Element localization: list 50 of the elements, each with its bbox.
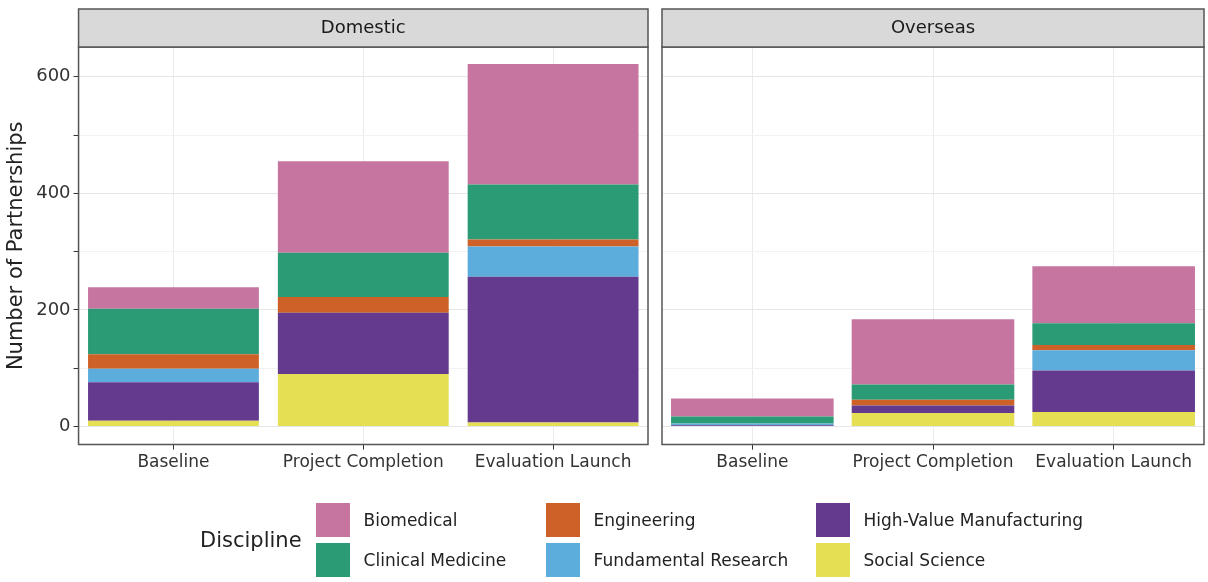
bar xyxy=(671,416,834,424)
bar xyxy=(88,420,259,427)
bar xyxy=(1032,323,1195,345)
bar xyxy=(851,319,1015,385)
bar xyxy=(88,354,259,369)
bar xyxy=(88,287,259,309)
x-tick-label: Project Completion xyxy=(282,451,444,472)
legend-label: Biomedical xyxy=(363,510,458,530)
legend-label: Social Science xyxy=(863,550,986,570)
legend-title: Discipline xyxy=(200,528,302,552)
legend-label: Clinical Medicine xyxy=(363,550,507,570)
x-tick-label: Baseline xyxy=(137,451,210,472)
bar xyxy=(467,63,639,185)
bar xyxy=(467,276,639,423)
bar xyxy=(1032,344,1195,351)
bar xyxy=(277,252,449,298)
bar xyxy=(88,308,259,355)
x-tick-label: Evaluation Launch xyxy=(1035,451,1192,472)
bar xyxy=(277,161,449,253)
bar xyxy=(671,398,834,417)
legend-label: High-Value Manufacturing xyxy=(863,510,1083,530)
chart-title: Overseas xyxy=(890,15,976,37)
y-tick-label: 200 xyxy=(36,297,71,319)
bar xyxy=(467,184,639,240)
y-tick-label: 0 xyxy=(59,414,71,436)
y-tick-label: 400 xyxy=(36,181,71,202)
bar xyxy=(1032,411,1195,427)
bar xyxy=(1032,350,1195,371)
bar xyxy=(277,374,449,427)
bar xyxy=(1032,370,1195,412)
x-tick-label: Evaluation Launch xyxy=(474,451,632,472)
bar xyxy=(1032,266,1195,324)
bar xyxy=(277,297,449,313)
chart-title: Domestic xyxy=(320,15,406,37)
bar xyxy=(851,405,1015,414)
bar xyxy=(851,413,1015,427)
y-axis-title: Number of Partnerships xyxy=(3,121,28,371)
y-tick-label: 600 xyxy=(36,64,71,86)
bar xyxy=(467,422,639,427)
bar xyxy=(88,382,259,421)
x-tick-label: Project Completion xyxy=(852,451,1014,472)
x-tick-label: Baseline xyxy=(716,451,789,472)
bar xyxy=(467,239,639,247)
legend-label: Engineering xyxy=(593,510,696,530)
bar xyxy=(467,246,639,277)
bar xyxy=(851,399,1015,406)
bar xyxy=(851,384,1015,400)
bar xyxy=(88,368,259,383)
bar xyxy=(277,312,449,375)
legend-label: Fundamental Research xyxy=(593,550,789,570)
